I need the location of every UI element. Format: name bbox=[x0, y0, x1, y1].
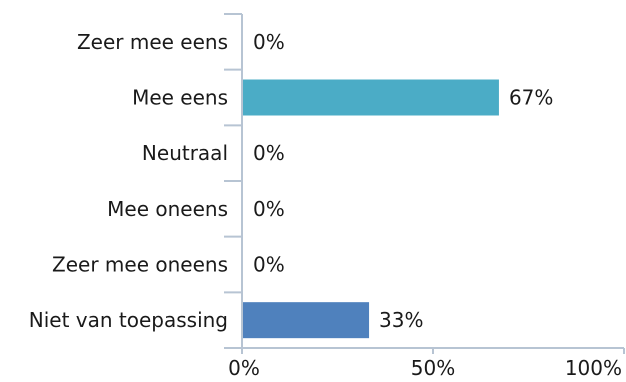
category-label: Zeer mee oneens bbox=[52, 253, 228, 277]
category-label: Zeer mee eens bbox=[77, 30, 228, 54]
bars bbox=[243, 79, 499, 339]
value-label: 67% bbox=[509, 86, 553, 110]
category-label: Mee oneens bbox=[107, 197, 228, 221]
axes bbox=[224, 13, 625, 354]
value-label: 0% bbox=[253, 30, 285, 54]
bar bbox=[243, 302, 370, 339]
category-label: Neutraal bbox=[142, 141, 228, 165]
value-label: 33% bbox=[379, 308, 423, 332]
value-label: 0% bbox=[253, 141, 285, 165]
value-label: 0% bbox=[253, 197, 285, 221]
labels: 0% 50% 100% Zeer mee eens 0% Mee eens 67% Neutr… bbox=[29, 30, 622, 380]
category-label: Mee eens bbox=[132, 86, 228, 110]
x-tick-label: 0% bbox=[228, 356, 260, 378]
bar bbox=[243, 79, 499, 116]
category-label: Niet van toepassing bbox=[29, 308, 228, 332]
x-tick-label: 50% bbox=[411, 356, 455, 378]
x-tick-label: 100% bbox=[565, 356, 622, 378]
value-label: 0% bbox=[253, 253, 285, 277]
